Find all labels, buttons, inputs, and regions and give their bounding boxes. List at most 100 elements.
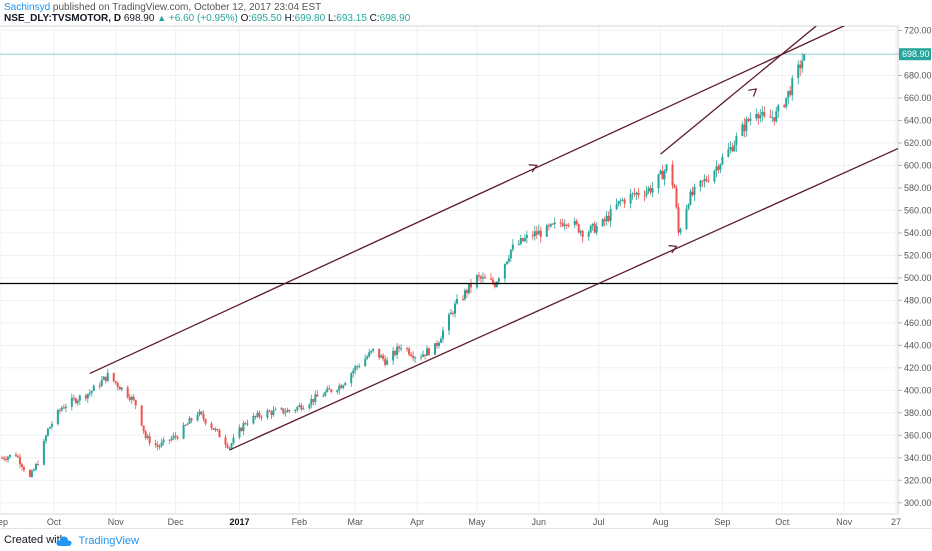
candle-body [551,223,554,225]
candle-body [244,423,247,425]
candle-body [505,261,508,265]
high-value: 699.80 [294,13,326,24]
candle-body [783,105,786,108]
ohlc-legend: NSE_DLY:TVSMOTOR, D 698.90 ▲ +6.60 (+0.9… [4,13,410,24]
candle-body [300,405,303,410]
candle-body [274,409,277,411]
candle-body [721,156,724,165]
candle-body [384,359,387,365]
y-tick-label: 400.00 [904,385,932,395]
candle-body [757,113,760,119]
candle-body [368,352,371,357]
candle-body [511,244,514,250]
open-label: O: [240,13,252,24]
candle-body [507,258,510,262]
candle-body [438,342,441,346]
price-chart[interactable]: 300.00 320.00 340.00 360.00 380.00 400.00 420.… [0,0,932,528]
candle-body [370,350,373,353]
candle-body [162,439,165,443]
candle-body [525,234,528,239]
candle-body [216,429,219,431]
last-price: 698.90 [123,13,155,24]
candle-body [731,146,734,152]
trendline-upper-channel[interactable] [89,25,846,375]
candle-body [451,312,454,314]
candle-body [398,346,401,349]
author-link[interactable]: Sachinsyd [4,2,51,13]
candle-body [186,423,189,425]
candle-body [182,424,185,439]
y-tick-label: 460.00 [904,318,932,328]
candle-body [298,405,301,407]
candle-body [727,149,730,157]
candle-body [629,194,632,204]
candle-body [448,314,450,331]
candle-body [4,459,7,461]
candle-body [170,438,173,441]
candle-body [400,348,403,350]
y-tick-label: 540.00 [904,228,932,238]
candle-body [567,224,570,226]
candle-body [671,164,674,186]
x-tick-label: Oct [775,517,790,527]
candle-body [493,283,496,288]
candle-body [366,356,369,359]
x-tick-label: May [468,517,486,527]
candle-body [210,423,213,429]
candle-body [20,464,23,468]
chart-header: Sachinsyd published on TradingView.com, … [0,0,932,26]
candle-body [2,457,5,460]
x-tick-label: Sep [714,517,730,527]
x-tick-label: 2017 [229,517,249,527]
x-tick-label: 27 [891,517,901,527]
candle-body [338,385,341,391]
y-tick-label: 480.00 [904,295,932,305]
candle-body [420,356,423,358]
candle-body [531,234,534,237]
candle-body [268,410,271,412]
candle-body [619,200,622,202]
candle-body [745,119,748,132]
candle-body [455,298,458,304]
candle-body [322,395,325,397]
symbol-label[interactable]: NSE_DLY:TVSMOTOR, D [4,13,122,24]
plot-frame [0,25,899,515]
candle-body [78,395,81,401]
x-tick-label: Jul [593,517,605,527]
candle-body [801,60,804,69]
candle-body [342,385,345,389]
tradingview-link[interactable]: TradingView [56,532,139,548]
candle-body [112,372,115,382]
candle-body [687,204,690,209]
candle-body [635,192,638,195]
candle-body [414,357,417,359]
candle-body [18,457,21,465]
candle-body [156,445,159,447]
candle-body [477,275,480,277]
candle-body [601,219,604,227]
candle-body [617,200,620,205]
candle-body [609,209,612,221]
candle-body [56,410,59,424]
trendline-arrowhead [528,164,538,173]
trendline-arrowhead [748,88,758,97]
candle-body [521,238,524,242]
candle-body [74,398,77,404]
trendline-lower-channel[interactable] [229,147,898,451]
candle-body [144,431,147,438]
trendline-inner-rising[interactable] [660,26,817,155]
triangle-up-icon: ▲ [157,13,167,23]
candle-body [693,186,696,195]
candle-body [773,117,776,122]
candle-body [378,348,381,358]
candle-body [603,219,606,222]
publish-info: Sachinsyd published on TradingView.com, … [4,2,321,13]
candle-body [394,350,397,355]
candle-body [28,469,31,477]
y-tick-label: 320.00 [904,475,932,485]
candle-body [621,199,624,201]
candle-body [595,226,598,233]
candle-body [677,207,680,233]
x-tick-label: Sep [0,517,8,527]
candle-body [174,435,177,437]
